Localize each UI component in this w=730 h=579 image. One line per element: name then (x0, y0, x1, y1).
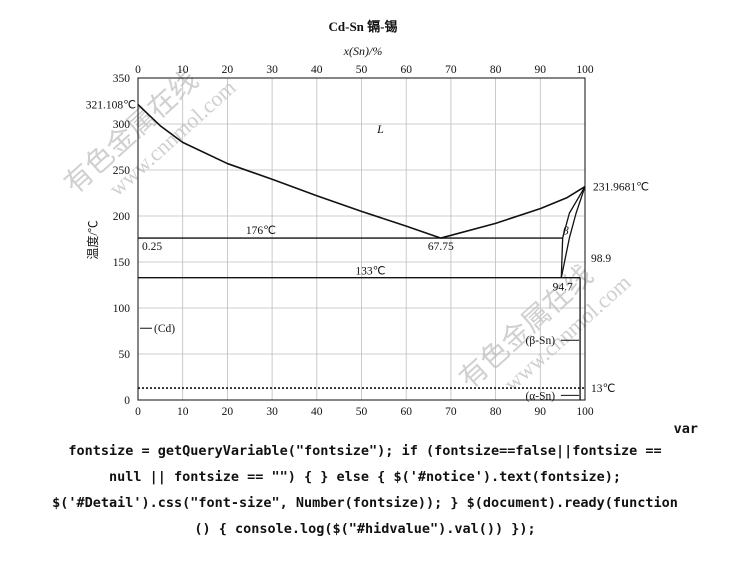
bottom-tick-label: 70 (445, 406, 457, 418)
top-axis-label: x(Sn)/% (343, 44, 383, 58)
top-tick-label: 100 (576, 64, 594, 76)
y-tick-label: 300 (113, 119, 131, 131)
bottom-tick-label: 40 (311, 406, 323, 418)
y-axis-label: 温度/℃ (85, 220, 100, 259)
top-tick-label: 60 (400, 64, 412, 76)
beta-phase-label: β (562, 223, 569, 237)
sn-melting-point: 231.9681℃ (593, 182, 649, 194)
liquidus-right (440, 185, 586, 239)
code-keyword: var (673, 421, 698, 437)
eutectic-temperature-label: 176℃ (246, 225, 276, 237)
y-tick-label: 50 (119, 349, 131, 361)
beta-boundary-left (560, 186, 586, 278)
solvus-composition: 98.9 (591, 253, 611, 265)
top-tick-label: 0 (135, 64, 141, 76)
eutectoid-composition: 94.7 (553, 282, 573, 294)
chart-title: Cd-Sn 镉-锡 (329, 19, 398, 34)
eutectic-left-composition: 0.25 (142, 241, 162, 253)
bottom-tick-label: 80 (490, 406, 502, 418)
phase-boundaries (137, 104, 586, 400)
y-tick-label: 250 (113, 165, 131, 177)
top-tick-label: 30 (266, 64, 278, 76)
bottom-tick-label: 0 (135, 406, 141, 418)
cd-phase-label: (Cd) (154, 323, 175, 335)
code-line-3: $('#Detail').css("font-size", Number(fon… (52, 495, 678, 511)
phase-labels: Cd-Sn 镉-锡x(Sn)/%w(Sn)/%温度/℃CdSn321.108℃2… (85, 19, 649, 420)
axis-ticks: 0 10 20 30 40 50 60 70 80 90 100 0 10 20 30 40 50 60 70 80 9… (113, 64, 594, 418)
beta-boundary-right (560, 186, 586, 278)
eutectoid-temperature-label: 133℃ (355, 266, 385, 278)
alpha-sn-phase-label: (α-Sn) (525, 390, 555, 402)
top-tick-label: 10 (177, 64, 189, 76)
top-tick-label: 20 (222, 64, 234, 76)
top-tick-label: 40 (311, 64, 323, 76)
bottom-tick-label: 10 (177, 406, 189, 418)
code-line-4: () { console.log($("#hidvalue").val()) }… (194, 521, 536, 537)
liquid-region-label: L (376, 122, 384, 136)
phase-diagram: 有色金属在线www.cnnmol.com有色金属在线www.cnnmol.com… (58, 19, 649, 420)
bottom-tick-label: 50 (356, 406, 368, 418)
y-tick-label: 150 (113, 257, 131, 269)
eutectic-composition: 67.75 (428, 241, 454, 253)
y-tick-label: 100 (113, 303, 131, 315)
cd-melting-point: 321.108℃ (86, 100, 136, 112)
top-tick-label: 90 (535, 64, 547, 76)
y-tick-label: 350 (113, 73, 131, 85)
top-tick-label: 50 (356, 64, 368, 76)
y-tick-label: 0 (124, 395, 130, 407)
beta-sn-phase-label: (β-Sn) (526, 335, 556, 347)
code-line-1: fontsize = getQueryVariable("fontsize");… (68, 443, 662, 459)
bottom-tick-label: 60 (400, 406, 412, 418)
code-line-2: null || fontsize == "") { } else { $('#n… (108, 469, 622, 485)
liquidus-left (137, 104, 442, 239)
bottom-tick-label: 100 (576, 406, 594, 418)
top-tick-label: 70 (445, 64, 457, 76)
bottom-tick-label: 30 (266, 406, 278, 418)
bottom-axis-label: w(Sn)/% (342, 419, 383, 420)
plot-frame (137, 77, 586, 401)
bottom-tick-label: 90 (535, 406, 547, 418)
top-tick-label: 80 (490, 64, 502, 76)
grid-lines (138, 78, 585, 400)
transition-temperature-label: 13℃ (591, 383, 616, 395)
y-tick-label: 200 (113, 211, 131, 223)
bottom-tick-label: 20 (222, 406, 234, 418)
